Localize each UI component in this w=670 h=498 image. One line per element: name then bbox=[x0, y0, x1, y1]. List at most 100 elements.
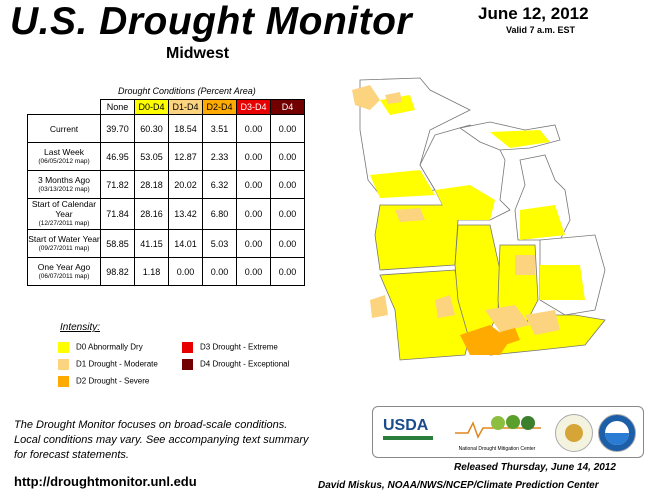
column-header: D4 bbox=[270, 99, 305, 115]
table-cell: 13.42 bbox=[168, 198, 203, 230]
column-header: D1-D4 bbox=[168, 99, 203, 115]
table-cell: 58.85 bbox=[100, 229, 135, 258]
table-cell: 71.82 bbox=[100, 170, 135, 199]
legend-item-d2: D2 Drought - Severe bbox=[58, 376, 149, 387]
table-row: Start of Water Year (09/27/2011 map) 58.85… bbox=[27, 229, 305, 258]
d0-michigan-lp bbox=[520, 205, 565, 240]
legend-label-d2: D2 Drought - Severe bbox=[76, 376, 150, 386]
footer-note-line: Local conditions may vary. See accompany… bbox=[14, 434, 309, 446]
region-name: Midwest bbox=[166, 45, 230, 62]
table-cell: 0.00 bbox=[236, 198, 271, 230]
row-label-text: Start of Water Year bbox=[28, 233, 100, 244]
legend-swatch-d4 bbox=[182, 359, 193, 370]
d1-kentucky-east bbox=[525, 310, 560, 335]
table-cell: 0.00 bbox=[236, 170, 271, 199]
d1-kentucky-west bbox=[485, 305, 530, 332]
column-header: D3-D4 bbox=[236, 99, 271, 115]
table-cell: 0.00 bbox=[270, 229, 305, 258]
table-cell: 46.95 bbox=[100, 142, 135, 171]
footer-note-line: The Drought Monitor focuses on broad-sca… bbox=[14, 419, 288, 431]
row-label: 3 Months Ago (03/13/2012 map) bbox=[27, 170, 101, 199]
legend-swatch-d1 bbox=[58, 359, 69, 370]
table-cell: 60.30 bbox=[134, 114, 169, 143]
table-cell: 0.00 bbox=[270, 170, 305, 199]
table-cell: 0.00 bbox=[236, 114, 271, 143]
table-row: 3 Months Ago (03/13/2012 map) 71.82 28.18 20… bbox=[27, 170, 305, 199]
table-corner bbox=[28, 100, 101, 115]
table-cell: 12.87 bbox=[168, 142, 203, 171]
table-cell: 71.84 bbox=[100, 198, 135, 230]
row-label-text: Start of Calendar Year bbox=[31, 199, 97, 219]
noaa-logo-icon bbox=[598, 414, 636, 452]
table-cell: 0.00 bbox=[236, 257, 271, 286]
table-cell: 0.00 bbox=[168, 257, 203, 286]
legend-item-d3: D3 Drought - Extreme bbox=[182, 342, 278, 353]
column-header: None bbox=[100, 99, 135, 115]
table-cell: 6.80 bbox=[202, 198, 237, 230]
row-label: Start of Calendar Year (12/27/2011 map) bbox=[27, 198, 101, 230]
table-row: Current 39.70 60.30 18.54 3.51 0.00 0.00 bbox=[27, 114, 305, 143]
column-header: D0-D4 bbox=[134, 99, 169, 115]
map-title: U.S. Drought Monitor bbox=[10, 0, 413, 43]
legend-title: Intensity: bbox=[60, 322, 101, 333]
legend-item-d4: D4 Drought - Exceptional bbox=[182, 359, 289, 370]
usda-logo: USDA bbox=[383, 417, 439, 447]
table-cell: 20.02 bbox=[168, 170, 203, 199]
table-row: One Year Ago (06/07/2011 map) 98.82 1.18 0.0… bbox=[27, 257, 305, 286]
usda-logo-text: USDA bbox=[383, 417, 429, 434]
row-sublabel: (06/05/2012 map) bbox=[38, 157, 90, 165]
table-cell: 28.18 bbox=[134, 170, 169, 199]
d2-areas bbox=[460, 325, 520, 355]
d1-iowa bbox=[395, 208, 425, 222]
ndmc-trees-icon bbox=[455, 415, 541, 439]
table-row: Start of Calendar Year (12/27/2011 map) 71… bbox=[27, 198, 305, 230]
table-cell: 28.16 bbox=[134, 198, 169, 230]
row-label-text: Last Week bbox=[43, 146, 84, 157]
commerce-seal-icon bbox=[555, 414, 593, 452]
drought-map bbox=[352, 77, 606, 361]
row-sublabel: (06/07/2011 map) bbox=[38, 272, 90, 280]
d2-kentucky-central bbox=[500, 328, 520, 345]
map-date: June 12, 2012 bbox=[478, 4, 589, 23]
table-cell: 0.00 bbox=[270, 198, 305, 230]
row-label: Last Week (06/05/2012 map) bbox=[27, 142, 101, 171]
table-caption: Drought Conditions (Percent Area) bbox=[118, 86, 256, 96]
website-link[interactable]: http://droughtmonitor.unl.edu bbox=[14, 474, 197, 489]
row-label-text: One Year Ago bbox=[37, 261, 91, 272]
table-cell: 2.33 bbox=[202, 142, 237, 171]
legend-label-d1: D1 Drought - Moderate bbox=[76, 359, 158, 369]
table-cell: 18.54 bbox=[168, 114, 203, 143]
ndmc-logo-text: National Drought Mitigation Center bbox=[458, 446, 536, 452]
legend-swatch-d2 bbox=[58, 376, 69, 387]
row-sublabel: (12/27/2011 map) bbox=[38, 220, 90, 227]
row-label: Current bbox=[27, 114, 101, 143]
d0-michigan-up bbox=[490, 130, 550, 148]
table-cell: 53.05 bbox=[134, 142, 169, 171]
table-cell: 41.15 bbox=[134, 229, 169, 258]
table-cell: 39.70 bbox=[100, 114, 135, 143]
table-cell: 98.82 bbox=[100, 257, 135, 286]
table-cell: 0.00 bbox=[270, 257, 305, 286]
table-cell: 0.00 bbox=[236, 229, 271, 258]
table-cell: 1.18 bbox=[134, 257, 169, 286]
commerce-seal-center bbox=[565, 424, 583, 442]
valid-time: Valid 7 a.m. EST bbox=[506, 25, 576, 35]
d1-indiana bbox=[515, 255, 535, 275]
table-cell: 0.00 bbox=[236, 142, 271, 171]
table-cell: 5.03 bbox=[202, 229, 237, 258]
d1-missouri-east bbox=[435, 295, 455, 318]
table-cell: 14.01 bbox=[168, 229, 203, 258]
table-cell: 3.51 bbox=[202, 114, 237, 143]
table-cell: 6.32 bbox=[202, 170, 237, 199]
column-header: D2-D4 bbox=[202, 99, 237, 115]
usda-logo-wave bbox=[383, 436, 433, 440]
d1-minnesota-north bbox=[352, 85, 380, 110]
row-label-text: 3 Months Ago bbox=[38, 174, 90, 185]
legend-swatch-d3 bbox=[182, 342, 193, 353]
d1-areas bbox=[352, 85, 560, 335]
ndmc-logo: National Drought Mitigation Center bbox=[453, 413, 541, 452]
table-row: Last Week (06/05/2012 map) 46.95 53.05 12.87… bbox=[27, 142, 305, 171]
d1-missouri-west bbox=[370, 295, 388, 318]
row-label-text: Current bbox=[49, 123, 79, 134]
row-label: Start of Water Year (09/27/2011 map) bbox=[27, 229, 101, 258]
